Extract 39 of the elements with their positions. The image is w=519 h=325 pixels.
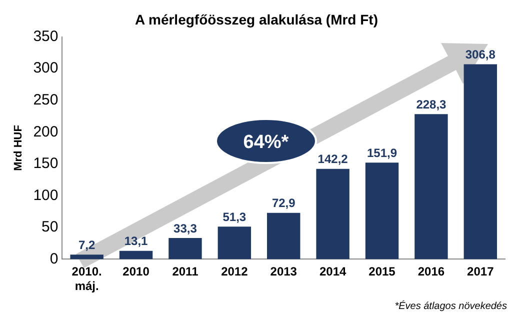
data-label: 7,2 (78, 238, 96, 252)
y-tick-label: 350 (33, 28, 58, 45)
y-tick-label: 0 (50, 250, 58, 268)
y-tick-label: 150 (33, 155, 58, 172)
x-tick-label: 2013 (270, 264, 298, 279)
chart-title: A mérlegfőösszeg alakulása (Mrd Ft) (135, 11, 378, 28)
y-axis-title: Mrd HUF (12, 124, 25, 171)
bar (218, 226, 252, 260)
bar (414, 114, 448, 260)
bar (365, 162, 399, 260)
y-tick-label: 300 (33, 60, 58, 77)
y-tick-label: 200 (33, 123, 58, 140)
y-tick-label: 250 (33, 91, 58, 108)
bar (464, 64, 498, 260)
bar (119, 250, 153, 260)
bar (267, 212, 300, 260)
data-label: 51,3 (222, 210, 246, 224)
x-tick-label: 2016 (418, 264, 445, 279)
bar (168, 238, 202, 260)
annotation: 64%* (243, 132, 290, 153)
x-tick-label: 2010 (122, 264, 150, 279)
x-tick-label: 2010. máj. (72, 264, 102, 294)
data-label: 72,9 (272, 196, 296, 210)
x-tick-label: 2014 (319, 264, 346, 279)
x-tick-label: 2015 (368, 264, 396, 279)
data-label: 13,1 (124, 234, 148, 248)
data-label: 33,3 (174, 221, 198, 236)
text: *Éves átlagos növekedés (394, 301, 507, 312)
bar (316, 168, 350, 260)
data-label: 142,2 (318, 152, 348, 166)
data-label: 228,3 (416, 97, 447, 112)
data-label: 306,8 (465, 48, 496, 62)
x-tick-label: 2012 (221, 264, 248, 279)
data-label: 151,9 (366, 146, 398, 160)
x-tick-label: 2017 (467, 264, 494, 279)
x-tick-label: 2011 (172, 264, 199, 279)
y-tick-label: 50 (42, 218, 58, 236)
y-tick-label: 100 (33, 186, 58, 204)
bar (70, 254, 104, 260)
